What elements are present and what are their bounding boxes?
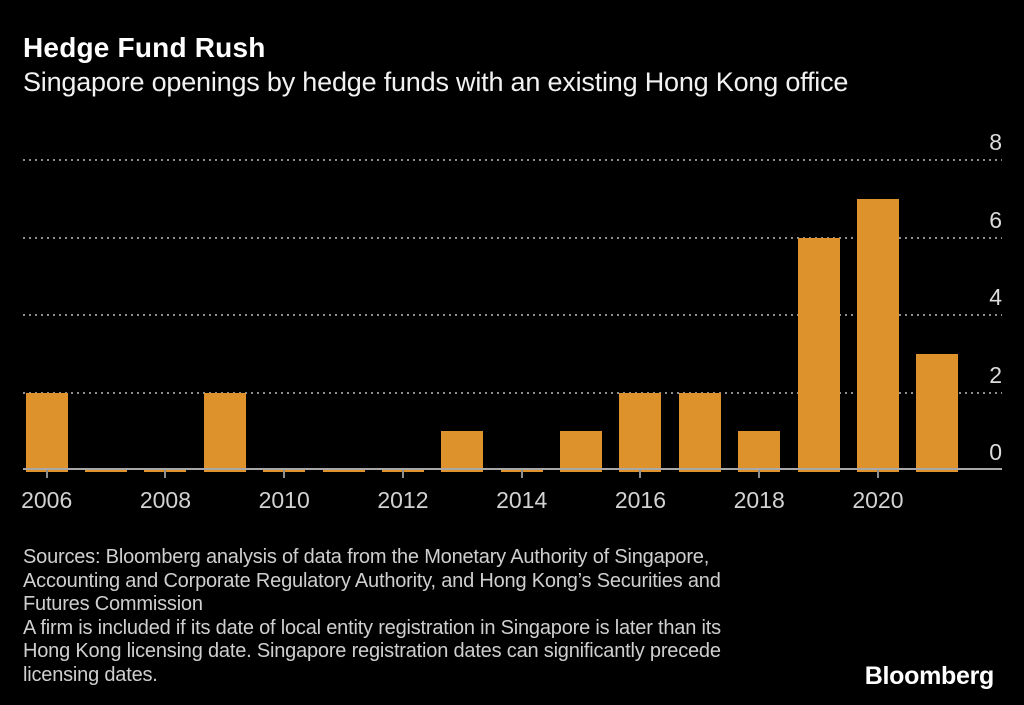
chart-subtitle: Singapore openings by hedge funds with a… (23, 67, 849, 97)
x-axis-label-2012: 2012 (377, 487, 429, 513)
gridline-2 (23, 391, 1002, 394)
y-axis-label-6: 6 (989, 206, 1002, 233)
gridline-8 (23, 159, 1002, 161)
x-tick-2018 (758, 470, 761, 478)
x-axis-label-2010: 2010 (258, 487, 310, 513)
bar-2009 (203, 392, 246, 472)
x-tick-2008 (164, 470, 167, 478)
x-axis-label-2014: 2014 (496, 487, 548, 513)
bar-2007 (85, 469, 128, 472)
y-axis-label-0: 0 (989, 439, 1002, 465)
footer-notes: Sources: Bloomberg analysis of data from… (23, 546, 721, 687)
source-line-2: Accounting and Corporate Regulatory Auth… (23, 569, 721, 592)
x-axis-label-2018: 2018 (733, 487, 785, 513)
x-axis-label-2020: 2020 (852, 487, 904, 513)
bar-2013 (441, 431, 484, 472)
bar-2021 (916, 353, 959, 472)
chart-title: Hedge Fund Rush (23, 32, 266, 63)
bloomberg-logo: Bloomberg (864, 662, 995, 690)
bar-2006 (25, 392, 68, 472)
gridline-6 (23, 236, 1002, 239)
note-line-2: Hong Kong licensing date. Singapore regi… (23, 640, 721, 662)
bar-2011 (322, 469, 365, 472)
bar-2017 (678, 392, 721, 472)
bar-2018 (738, 431, 781, 472)
x-tick-2006 (45, 470, 48, 478)
x-tick-2016 (639, 470, 642, 478)
x-tick-2012 (401, 470, 404, 478)
source-line-3: Futures Commission (23, 593, 203, 615)
gridline-4 (23, 314, 1002, 316)
x-axis-label-2016: 2016 (614, 487, 667, 513)
bar-2016 (619, 392, 662, 472)
y-axis-label-8: 8 (989, 129, 1002, 155)
y-axis-label-2: 2 (989, 361, 1002, 388)
x-tick-2014 (520, 470, 523, 478)
x-axis-label-2006: 2006 (21, 487, 73, 513)
note-line-3: licensing dates. (23, 663, 158, 686)
x-axis-line (23, 468, 1002, 470)
bar-2015 (560, 431, 603, 472)
bar-2020 (856, 198, 899, 472)
source-line-1: Sources: Bloomberg analysis of data from… (23, 546, 710, 568)
x-tick-2010 (283, 470, 286, 478)
y-axis-label-4: 4 (989, 284, 1002, 310)
x-axis-label-2008: 2008 (139, 487, 192, 513)
note-line-1: A firm is included if its date of local … (23, 616, 721, 639)
bar-2019 (797, 237, 840, 472)
x-tick-2020 (876, 470, 879, 478)
